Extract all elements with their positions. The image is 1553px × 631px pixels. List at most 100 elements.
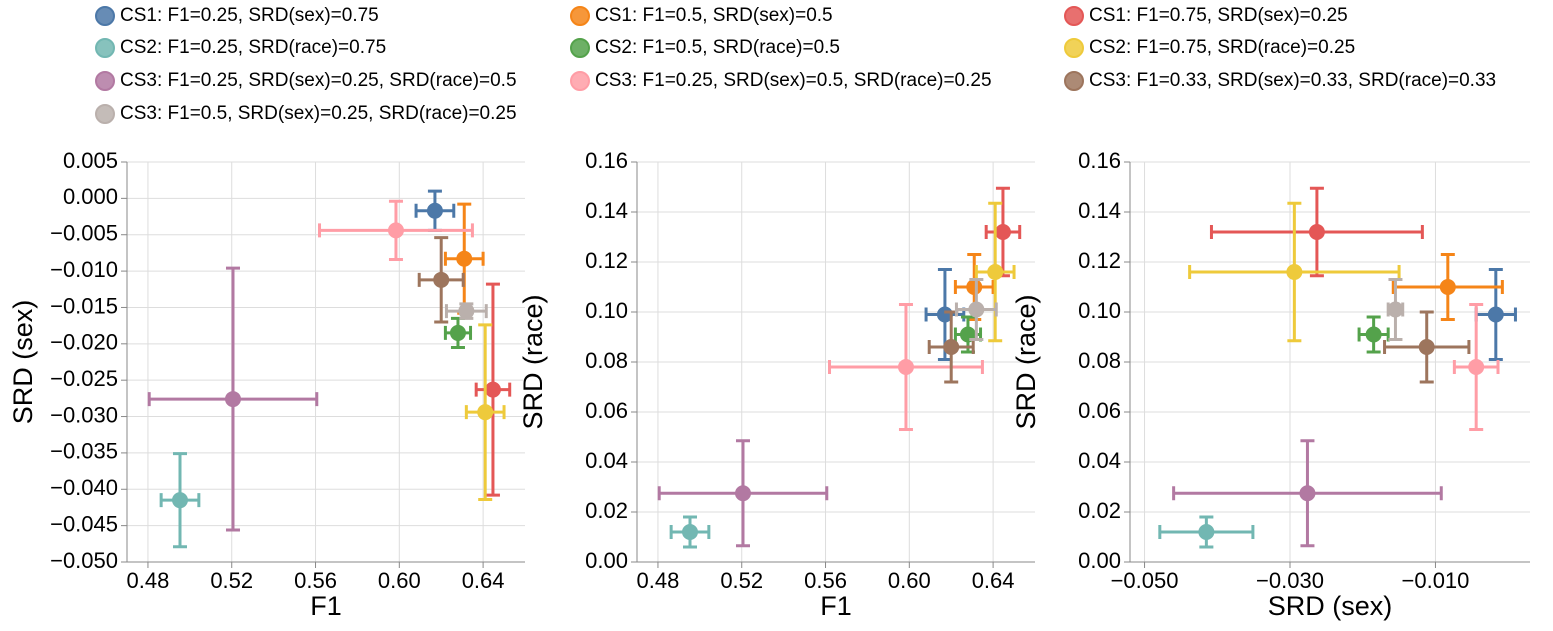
y-tick-label: 0.10 <box>585 298 628 323</box>
point <box>426 202 443 219</box>
legend-symbol <box>570 38 590 58</box>
y-tick-label: 0.14 <box>1078 198 1121 223</box>
point <box>387 222 404 239</box>
point <box>943 339 960 355</box>
point <box>681 524 698 540</box>
point <box>1286 264 1303 280</box>
y-tick-label: −0.010 <box>50 257 118 282</box>
x-tick-label: 0.64 <box>972 568 1015 593</box>
point <box>1308 224 1325 240</box>
y-tick-label: 0.00 <box>585 548 628 573</box>
point <box>994 224 1011 240</box>
legend-label: CS3: F1=0.25, SRD(sex)=0.25, SRD(race)=0… <box>120 70 517 91</box>
x-tick-label: 0.60 <box>888 568 931 593</box>
x-tick-label: 0.52 <box>210 568 253 593</box>
legend-symbol <box>95 71 115 91</box>
y-tick-label: 0.04 <box>1078 448 1121 473</box>
x-tick-label: −0.030 <box>1256 568 1324 593</box>
x-tick-label: 0.52 <box>720 568 763 593</box>
legend-label: CS1: F1=0.75, SRD(sex)=0.25 <box>1089 5 1348 26</box>
x-tick-label: 0.64 <box>462 568 505 593</box>
point <box>456 250 473 267</box>
error-bars <box>1357 315 1390 354</box>
y-tick-label: −0.030 <box>50 402 118 427</box>
legend-symbol <box>1064 6 1084 26</box>
point <box>171 492 188 509</box>
legend-label: CS2: F1=0.75, SRD(race)=0.25 <box>1089 37 1355 58</box>
y-tick-label: 0.10 <box>1078 298 1121 323</box>
y-tick-label: −0.020 <box>50 330 118 355</box>
point <box>484 381 501 398</box>
legend-label: CS3: F1=0.33, SRD(sex)=0.33, SRD(race)=0… <box>1089 70 1496 91</box>
legend-symbol <box>1064 71 1084 91</box>
point <box>433 271 450 288</box>
legend-label: CS3: F1=0.5, SRD(sex)=0.25, SRD(race)=0.… <box>120 103 517 124</box>
point <box>449 324 466 341</box>
y-tick-label: 0.12 <box>1078 248 1121 273</box>
y-tick-label: 0.16 <box>1078 148 1121 173</box>
y-tick-label: 0.000 <box>63 184 118 209</box>
point <box>477 404 494 421</box>
point <box>1487 306 1504 323</box>
x-axis-title: SRD (sex) <box>1268 591 1393 621</box>
x-tick-label: 0.48 <box>637 568 680 593</box>
legend-label: CS1: F1=0.5, SRD(sex)=0.5 <box>595 5 833 26</box>
legend-label: CS1: F1=0.25, SRD(sex)=0.75 <box>120 5 379 26</box>
y-tick-label: 0.005 <box>63 148 118 173</box>
legend-label: CS2: F1=0.5, SRD(race)=0.5 <box>595 37 840 58</box>
point <box>1439 279 1456 295</box>
point <box>1299 485 1316 502</box>
legend-label: CS3: F1=0.25, SRD(sex)=0.5, SRD(race)=0.… <box>595 70 992 91</box>
y-tick-label: 0.16 <box>585 148 628 173</box>
y-tick-label: 0.08 <box>1078 348 1121 373</box>
legend-symbol <box>95 6 115 26</box>
point <box>224 391 241 408</box>
y-tick-label: −0.040 <box>50 475 118 500</box>
x-axis-title: F1 <box>310 591 342 621</box>
point <box>1418 339 1435 355</box>
legend-symbol <box>95 38 115 58</box>
point <box>1198 524 1215 540</box>
y-tick-label: 0.14 <box>585 198 628 223</box>
point <box>966 279 983 295</box>
y-axis-title: SRD (race) <box>1011 294 1041 429</box>
y-tick-label: 0.12 <box>585 248 628 273</box>
point <box>1387 301 1404 318</box>
y-tick-label: 0.08 <box>585 348 628 373</box>
point <box>987 264 1004 280</box>
point <box>1365 326 1382 343</box>
legend-label: CS2: F1=0.25, SRD(race)=0.75 <box>120 37 386 58</box>
y-tick-label: 0.06 <box>585 398 628 423</box>
error-bars <box>1188 201 1401 343</box>
x-tick-label: 0.60 <box>378 568 421 593</box>
legend-symbol <box>1064 38 1084 58</box>
y-tick-label: −0.015 <box>50 293 118 318</box>
x-axis-title: F1 <box>820 591 852 621</box>
point <box>897 359 914 375</box>
y-tick-label: 0.02 <box>1078 498 1121 523</box>
y-tick-label: −0.050 <box>50 548 118 573</box>
point <box>734 485 751 502</box>
y-tick-label: −0.035 <box>50 439 118 464</box>
y-tick-label: 0.02 <box>585 498 628 523</box>
point <box>458 303 475 320</box>
x-tick-label: −0.010 <box>1402 568 1470 593</box>
y-tick-label: 0.04 <box>585 448 628 473</box>
x-tick-label: 0.56 <box>804 568 847 593</box>
x-tick-label: 0.56 <box>294 568 337 593</box>
y-tick-label: −0.005 <box>50 221 118 246</box>
x-tick-label: −0.050 <box>1111 568 1179 593</box>
legend-symbol <box>95 104 115 124</box>
error-bars <box>1158 515 1255 549</box>
y-axis-title: SRD (race) <box>518 294 548 429</box>
y-axis-title: SRD (sex) <box>8 300 38 425</box>
legend-symbol <box>570 6 590 26</box>
y-tick-label: 0.00 <box>1078 548 1121 573</box>
x-tick-label: 0.48 <box>127 568 170 593</box>
point <box>968 301 985 318</box>
y-tick-label: −0.045 <box>50 511 118 536</box>
legend-symbol <box>570 71 590 91</box>
y-tick-label: −0.025 <box>50 366 118 391</box>
point <box>1468 359 1485 375</box>
